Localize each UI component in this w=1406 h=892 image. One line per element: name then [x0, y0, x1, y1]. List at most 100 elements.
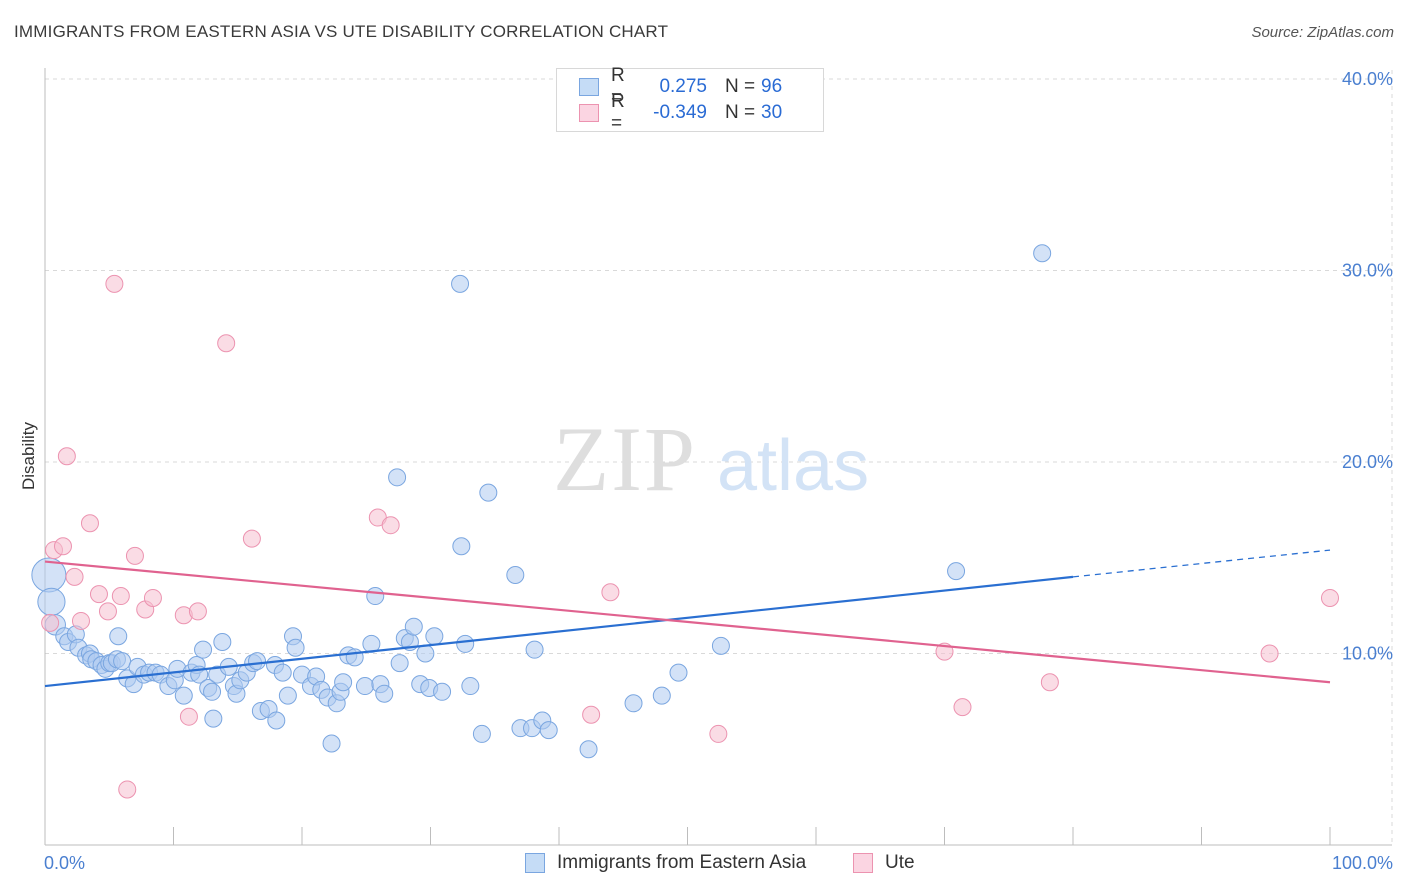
watermark-atlas: atlas [717, 426, 869, 506]
legend-r-label: R = [611, 91, 625, 134]
data-point-ute [381, 516, 400, 535]
data-point-immigrants [345, 648, 364, 667]
data-point-immigrants [278, 686, 297, 705]
data-point-ute [1040, 673, 1059, 692]
axes [44, 68, 1392, 846]
data-point-ute [188, 602, 207, 621]
trendline-immigrants [44, 575, 1074, 688]
data-point-ute [71, 611, 90, 630]
y-tick-label: 40.0% [1342, 69, 1393, 89]
legend-swatch-pink [579, 104, 599, 122]
data-point-immigrants [452, 537, 471, 556]
data-point-ute [1321, 588, 1339, 607]
data-point-ute [143, 588, 162, 607]
legend-n-value: 96 [761, 76, 783, 97]
data-point-immigrants [174, 686, 193, 705]
series-legend-swatch-blue [525, 853, 545, 873]
data-point-immigrants [472, 724, 491, 743]
data-point-ute [41, 613, 60, 632]
legend-r-label: R = [611, 65, 625, 108]
series-legend-label: Immigrants from Eastern Asia [557, 852, 807, 873]
data-point-ute [1260, 644, 1279, 663]
y-tick-label: 10.0% [1342, 644, 1393, 664]
data-point-immigrants [204, 709, 223, 728]
data-point-ute [125, 546, 144, 565]
data-point-immigrants [286, 638, 305, 657]
legend-row-pink: R = -0.349 N = 30 [579, 91, 783, 134]
data-point-immigrants [456, 634, 475, 653]
trendlines [44, 549, 1331, 688]
chart-title: IMMIGRANTS FROM EASTERN ASIA VS UTE DISA… [14, 22, 669, 41]
series-legend: Immigrants from Eastern Asia Ute [0, 852, 1406, 878]
data-point-immigrants [203, 682, 222, 701]
data-point-immigrants [525, 640, 544, 659]
y-tick-label: 30.0% [1342, 261, 1393, 281]
watermark: ZIP atlas [553, 408, 869, 510]
legend-row-blue: R = 0.275 N = 96 [579, 65, 783, 108]
legend-swatch-blue [579, 78, 599, 96]
data-point-immigrants [624, 694, 643, 713]
legend-r-value: 0.275 [659, 76, 707, 97]
x-tick-label: 100.0% [1332, 853, 1393, 873]
data-point-ute [709, 724, 728, 743]
data-point-immigrants [248, 652, 267, 671]
series-legend-immigrants: Immigrants from Eastern Asia [525, 852, 806, 874]
data-point-immigrants [37, 587, 66, 616]
data-point-immigrants [461, 677, 480, 696]
data-point-immigrants [366, 587, 385, 606]
data-point-immigrants [375, 684, 394, 703]
data-point-immigrants [539, 721, 558, 740]
data-point-ute [582, 705, 601, 724]
data-point-ute [242, 529, 261, 548]
watermark-zip: ZIP [553, 408, 697, 510]
series-immigrants-points [31, 244, 1052, 759]
data-point-ute [53, 537, 72, 556]
data-point-ute [57, 447, 76, 466]
trendline-ute [44, 560, 1331, 684]
x-tick-label: 0.0% [44, 853, 85, 873]
data-point-immigrants [433, 682, 452, 701]
data-point-immigrants [947, 562, 966, 581]
legend-n-label: N = [725, 102, 756, 123]
data-point-immigrants [334, 673, 353, 692]
data-point-immigrants [322, 734, 341, 753]
tick-labels: 10.0% 20.0% 30.0% 40.0% 0.0% 100.0% [44, 69, 1393, 873]
data-point-ute [953, 698, 972, 717]
data-point-ute [105, 274, 124, 293]
data-point-immigrants [267, 711, 286, 730]
series-legend-swatch-pink [853, 853, 873, 873]
data-point-immigrants [273, 663, 292, 682]
data-point-ute [111, 587, 130, 606]
data-point-immigrants [416, 644, 435, 663]
series-ute-points [41, 274, 1339, 799]
trendline-immigrants-extension [1072, 549, 1331, 578]
data-point-ute [89, 585, 108, 604]
data-point-immigrants [451, 274, 470, 293]
data-point-ute [65, 567, 84, 586]
data-point-immigrants [404, 617, 423, 636]
chart-source: Source: ZipAtlas.com [1251, 24, 1394, 41]
data-point-ute [601, 583, 620, 602]
legend-n-label: N = [725, 76, 756, 97]
data-point-immigrants [506, 565, 525, 584]
legend-n-value: 30 [761, 102, 783, 123]
data-point-immigrants [652, 686, 671, 705]
legend-r-value: -0.349 [653, 102, 707, 123]
data-point-immigrants [113, 652, 132, 671]
data-point-immigrants [355, 677, 374, 696]
data-point-immigrants [388, 468, 407, 487]
series-legend-ute: Ute [853, 852, 915, 874]
data-point-immigrants [579, 740, 598, 759]
y-axis-label: Disability [19, 421, 38, 490]
y-tick-label: 20.0% [1342, 452, 1393, 472]
data-point-immigrants [194, 640, 213, 659]
data-point-ute [217, 334, 236, 353]
data-point-immigrants [711, 636, 730, 655]
data-point-immigrants [425, 627, 444, 646]
data-point-ute [80, 514, 99, 533]
data-point-ute [179, 707, 198, 726]
legend: R = 0.275 N = 96 R = -0.349 N = 30 [556, 65, 824, 134]
data-point-immigrants [109, 627, 128, 646]
data-point-immigrants [479, 483, 498, 502]
